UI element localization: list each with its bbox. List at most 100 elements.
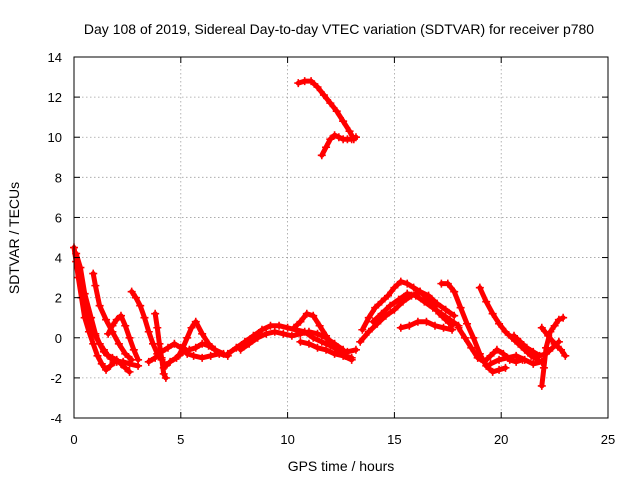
data-point xyxy=(153,323,162,332)
data-point xyxy=(262,329,271,338)
data-point xyxy=(437,309,446,318)
data-point xyxy=(95,339,104,348)
data-point xyxy=(537,323,546,332)
data-point xyxy=(72,249,81,258)
data-point xyxy=(454,323,463,332)
data-point xyxy=(405,321,414,330)
data-point xyxy=(125,367,134,376)
data-point xyxy=(475,283,484,292)
data-point xyxy=(204,339,213,348)
data-point xyxy=(125,333,134,342)
data-point xyxy=(136,301,145,310)
data-point xyxy=(95,301,104,310)
data-point xyxy=(236,345,245,354)
series-track-10 xyxy=(174,317,219,360)
data-point xyxy=(486,359,495,368)
data-point xyxy=(377,297,386,306)
series-track-16 xyxy=(317,131,360,160)
data-point xyxy=(445,315,454,324)
data-point xyxy=(430,321,439,330)
data-point xyxy=(178,343,187,352)
data-point xyxy=(106,353,115,362)
data-point xyxy=(198,353,207,362)
data-point xyxy=(495,355,504,364)
y-tick-label: 12 xyxy=(48,90,62,105)
data-point xyxy=(386,301,395,310)
data-point xyxy=(403,279,412,288)
data-point xyxy=(495,319,504,328)
data-point xyxy=(529,347,538,356)
y-tick-label: 8 xyxy=(55,170,62,185)
data-point xyxy=(463,319,472,328)
data-point xyxy=(104,329,113,338)
data-point xyxy=(539,363,548,372)
y-tick-label: -4 xyxy=(50,411,62,426)
data-point xyxy=(76,263,85,272)
data-point xyxy=(516,337,525,346)
data-point xyxy=(557,345,566,354)
data-point xyxy=(369,317,378,326)
data-point xyxy=(106,361,115,370)
data-point xyxy=(99,347,108,356)
data-point xyxy=(420,297,429,306)
data-point xyxy=(448,325,457,334)
data-point xyxy=(441,305,450,314)
data-point xyxy=(396,277,405,286)
series-track-19 xyxy=(369,289,463,330)
data-point xyxy=(313,83,322,92)
data-point xyxy=(488,309,497,318)
data-point xyxy=(287,331,296,340)
data-point xyxy=(328,341,337,350)
data-point xyxy=(144,357,153,366)
data-point xyxy=(413,317,422,326)
data-point xyxy=(542,343,551,352)
series-track-7 xyxy=(151,309,170,382)
data-point xyxy=(450,287,459,296)
data-point xyxy=(121,363,130,372)
data-point xyxy=(144,327,153,336)
series-line-track-15 xyxy=(295,78,357,142)
data-point xyxy=(322,345,331,354)
data-point xyxy=(82,309,91,318)
data-point xyxy=(326,135,335,144)
chart-title: Day 108 of 2019, Sidereal Day-to-day VTE… xyxy=(84,21,594,37)
data-point xyxy=(304,327,313,336)
data-point xyxy=(322,143,331,152)
data-point xyxy=(416,287,425,296)
data-point xyxy=(347,135,356,144)
data-point xyxy=(166,357,175,366)
data-point xyxy=(450,311,459,320)
data-point xyxy=(503,353,512,362)
data-point xyxy=(520,355,529,364)
data-point xyxy=(307,77,316,86)
x-tick-label: 0 xyxy=(70,432,77,447)
data-point xyxy=(191,317,200,326)
data-point xyxy=(270,327,279,336)
data-point xyxy=(522,343,531,352)
data-point xyxy=(456,303,465,312)
data-point xyxy=(482,297,491,306)
data-point xyxy=(223,349,232,358)
data-point xyxy=(290,323,299,332)
data-point xyxy=(394,295,403,304)
data-point xyxy=(330,349,339,358)
data-point xyxy=(473,353,482,362)
data-point xyxy=(433,299,442,308)
series-track-27 xyxy=(537,323,570,360)
data-point xyxy=(544,331,553,340)
data-point xyxy=(296,337,305,346)
data-point xyxy=(339,117,348,126)
series-line-track-18 xyxy=(357,289,457,345)
data-point xyxy=(317,337,326,346)
data-point xyxy=(550,321,559,330)
data-point xyxy=(319,91,328,100)
data-point xyxy=(358,325,367,334)
data-point xyxy=(210,345,219,354)
data-point xyxy=(351,133,360,142)
data-point xyxy=(313,343,322,352)
data-point xyxy=(296,317,305,326)
data-point xyxy=(486,351,495,360)
data-point xyxy=(411,291,420,300)
data-point xyxy=(492,345,501,354)
